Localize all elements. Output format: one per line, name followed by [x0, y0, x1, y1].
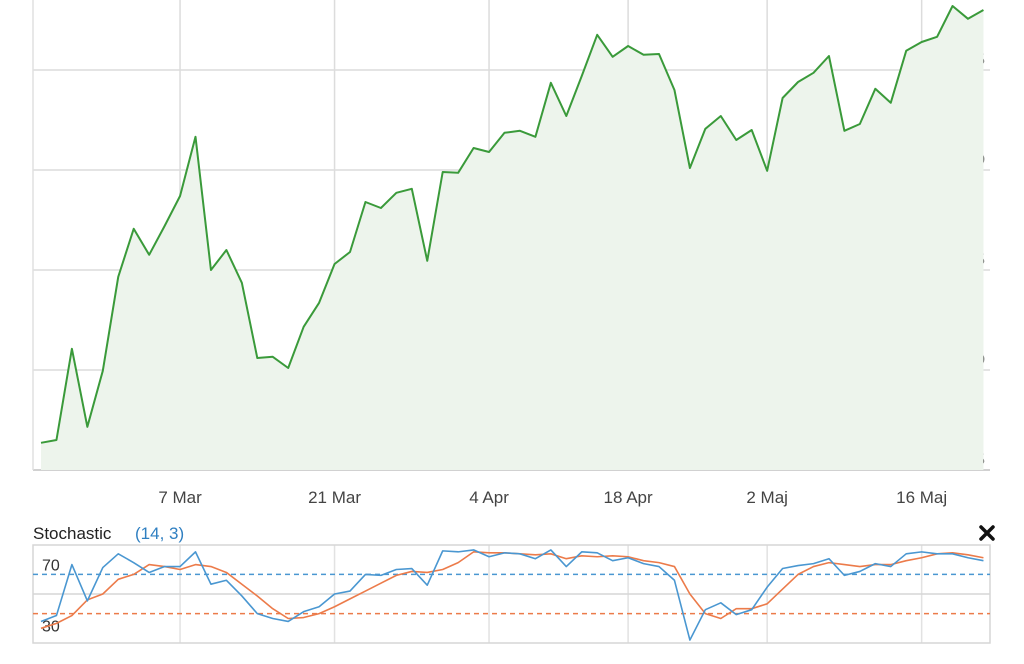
- x-tick-label: 7 Mar: [158, 488, 202, 507]
- close-button[interactable]: [979, 525, 995, 541]
- price-line: [40, 5, 984, 444]
- area-fill: [41, 6, 984, 470]
- stochastic-line: [40, 549, 984, 641]
- x-tick-label: 4 Apr: [469, 488, 509, 507]
- y-tick-label: 30: [42, 619, 60, 636]
- x-tick-label: 16 Maj: [896, 488, 947, 507]
- x-tick-label: 21 Mar: [308, 488, 361, 507]
- y-tick-label: 70: [42, 557, 60, 574]
- x-tick-label: 18 Apr: [604, 488, 653, 507]
- x-tick-label: 2 Maj: [746, 488, 788, 507]
- indicator-params: (14, 3): [135, 524, 184, 543]
- indicator-title: Stochastic: [33, 524, 112, 543]
